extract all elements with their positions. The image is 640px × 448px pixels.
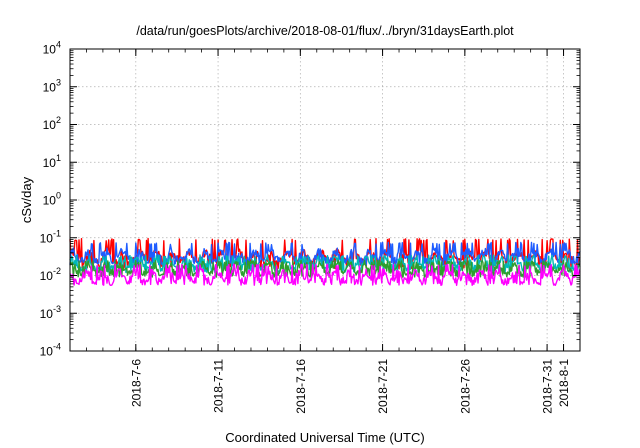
y-tick-label: 100 [43,191,61,208]
y-tick-label: 10-4 [40,342,61,359]
y-tick-label: 104 [43,40,61,57]
y-tick-label: 10-2 [40,266,61,283]
series-layer [69,237,581,286]
x-tick-label: 2018-7-26 [458,359,472,414]
x-tick-label: 2018-7-31 [541,359,555,414]
x-tick-label: 2018-7-6 [129,359,143,407]
y-tick-label: 103 [43,77,61,94]
chart-title: /data/run/goesPlots/archive/2018-08-01/f… [136,24,514,38]
x-tick-label: 2018-7-16 [294,359,308,414]
x-axis-title: Coordinated Universal Time (UTC) [225,430,424,445]
y-tick-label: 101 [43,153,61,170]
y-axis-title: cSv/day [19,176,34,223]
grid [70,48,580,352]
y-tick-label: 10-3 [40,304,61,321]
series-line [69,263,581,286]
y-tick-label: 10-1 [40,228,61,245]
y-tick-label: 102 [43,115,61,132]
x-tick-label: 2018-8-1 [557,359,571,407]
y-axis: 10-4 10-3 10-2 10-1 100 101 102 103 104 [40,40,580,359]
x-tick-label: 2018-7-11 [212,359,226,413]
series-line [69,259,581,278]
x-axis: 2018-7-6 2018-7-11 2018-7-16 2018-7-21 2018-… [69,49,581,414]
x-tick-label: 2018-7-21 [376,359,390,414]
